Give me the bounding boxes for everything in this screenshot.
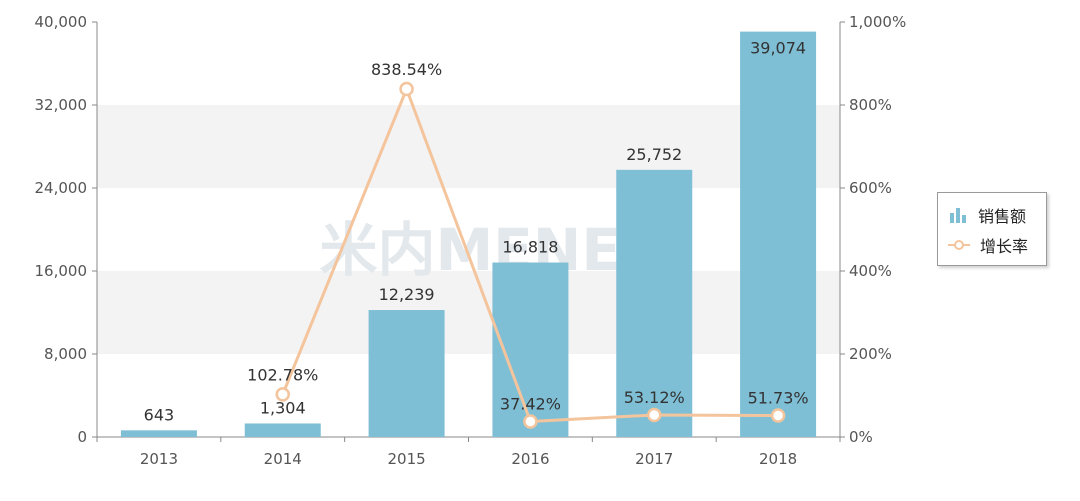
growth-point-2017 (647, 407, 662, 423)
bar-chart-icon (950, 208, 966, 223)
y-left-tick-label: 8,000 (44, 345, 87, 363)
bar-value-label: 1,304 (260, 398, 306, 417)
growth-value-label: 838.54% (371, 60, 442, 79)
x-tick-label: 2015 (387, 450, 425, 468)
growth-value-label: 102.78% (247, 365, 318, 384)
y-left-tick-label: 0 (77, 428, 87, 446)
x-tick-label: 2016 (511, 450, 549, 468)
x-tick-label: 2013 (140, 450, 178, 468)
growth-value-label: 37.42% (500, 394, 561, 413)
growth-point-2018 (770, 408, 786, 423)
y-right-tick-label: 400% (849, 262, 892, 280)
x-tick-label: 2018 (759, 450, 797, 468)
y-left-tick-label: 24,000 (35, 179, 88, 197)
bar-2017 (616, 169, 693, 437)
y-right-tick-label: 600% (849, 179, 892, 197)
grid-band (97, 271, 840, 354)
bar-value-label: 25,752 (626, 145, 682, 164)
legend-label-sales: 销售额 (978, 207, 1027, 226)
bar-2015 (368, 310, 445, 437)
growth-point-2016 (523, 414, 538, 429)
growth-point-2015 (399, 81, 414, 97)
legend: 销售额 增长率 (937, 192, 1047, 266)
grid-band (97, 105, 840, 188)
plot-bands (97, 105, 840, 354)
x-tick-label: 2014 (264, 450, 302, 468)
bar-2018 (740, 31, 817, 438)
y-right-tick-label: 200% (849, 345, 892, 363)
y-left-tick-label: 32,000 (35, 96, 88, 114)
data-labels: 643 1,304 12,239 16,818 25,752 39,074 102.78% 8… (144, 39, 809, 425)
x-tick-label: 2017 (635, 450, 673, 468)
bar-value-label: 39,074 (750, 39, 806, 58)
legend-item-growth[interactable]: 增长率 (948, 233, 1028, 257)
bar-value-label: 12,239 (379, 285, 435, 304)
line-series (275, 81, 786, 429)
growth-value-label: 51.73% (748, 389, 809, 408)
legend-item-sales[interactable]: 销售额 (948, 203, 1026, 227)
y-left-tick-label: 16,000 (35, 262, 88, 280)
growth-value-label: 53.12% (624, 388, 685, 407)
y-right-tick-label: 800% (849, 96, 892, 114)
axes: 0 8,000 16,000 24,000 32,000 40,000 0% 200% 400%… (35, 13, 907, 468)
bar-value-label: 16,818 (502, 238, 558, 257)
legend-label-growth: 增长率 (980, 237, 1029, 256)
bar-series (120, 31, 817, 438)
bar-value-label: 643 (144, 405, 175, 424)
growth-point-2014 (275, 387, 290, 402)
y-right-tick-label: 0% (849, 428, 873, 446)
watermark: 米内MENET (319, 216, 660, 284)
bar-2013 (120, 430, 197, 437)
bar-2014 (244, 423, 321, 437)
y-right-tick-label: 1,000% (849, 13, 906, 31)
y-left-tick-label: 40,000 (35, 13, 88, 31)
line-marker-icon (948, 240, 970, 250)
